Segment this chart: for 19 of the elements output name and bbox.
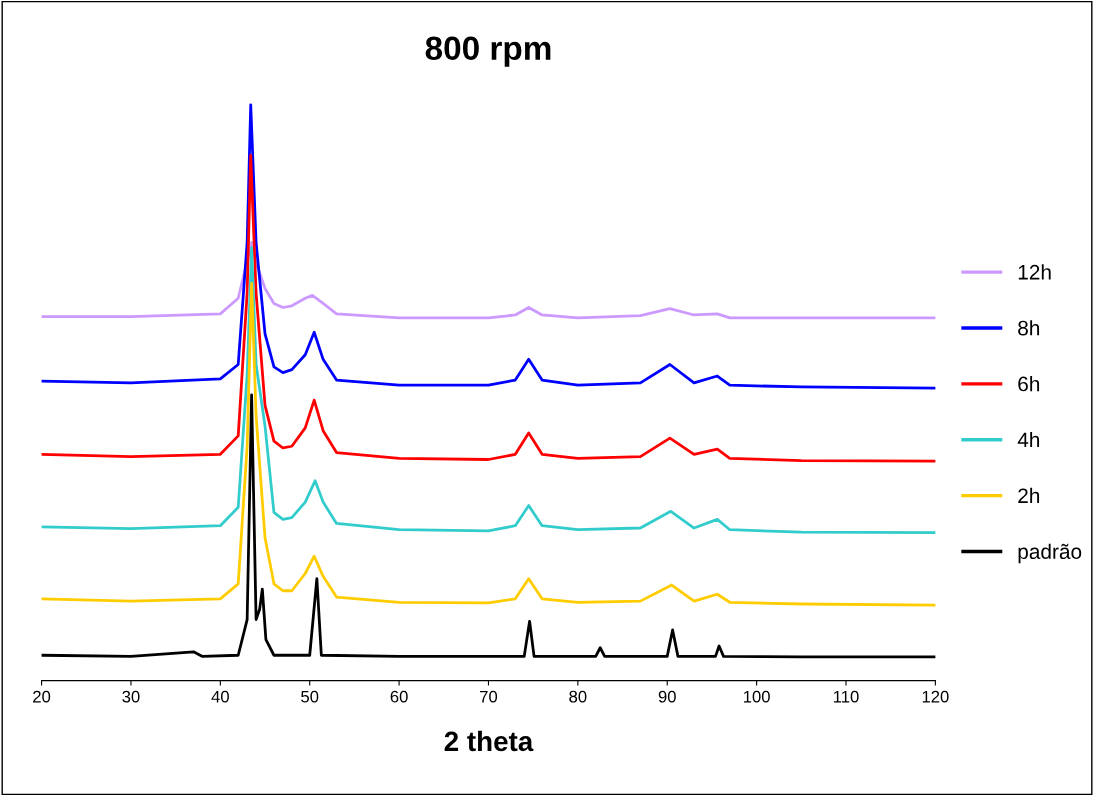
- x-tick-label: 90: [658, 690, 676, 703]
- chart-title: 800 rpm: [425, 36, 551, 67]
- x-tick-label: 30: [122, 690, 140, 703]
- legend-label: padrão: [1018, 543, 1082, 564]
- x-tick-label: 40: [211, 690, 229, 703]
- x-tick-label: 120: [922, 690, 949, 703]
- x-tick-label: 110: [833, 690, 859, 703]
- legend-label: 12h: [1018, 264, 1051, 280]
- x-tick-label: 80: [569, 690, 587, 703]
- x-tick-label: 20: [33, 690, 51, 703]
- x-tick-label: 70: [480, 690, 498, 703]
- legend-label: 2h: [1018, 487, 1040, 503]
- x-tick-label: 50: [301, 690, 319, 703]
- x-tick-label: 100: [743, 690, 770, 703]
- x-tick-label: 60: [390, 690, 408, 703]
- legend-label: 4h: [1017, 431, 1040, 448]
- legend-label: 8h: [1018, 320, 1040, 336]
- x-axis-title: 2 theta: [444, 730, 534, 752]
- legend-label: 6h: [1018, 376, 1040, 392]
